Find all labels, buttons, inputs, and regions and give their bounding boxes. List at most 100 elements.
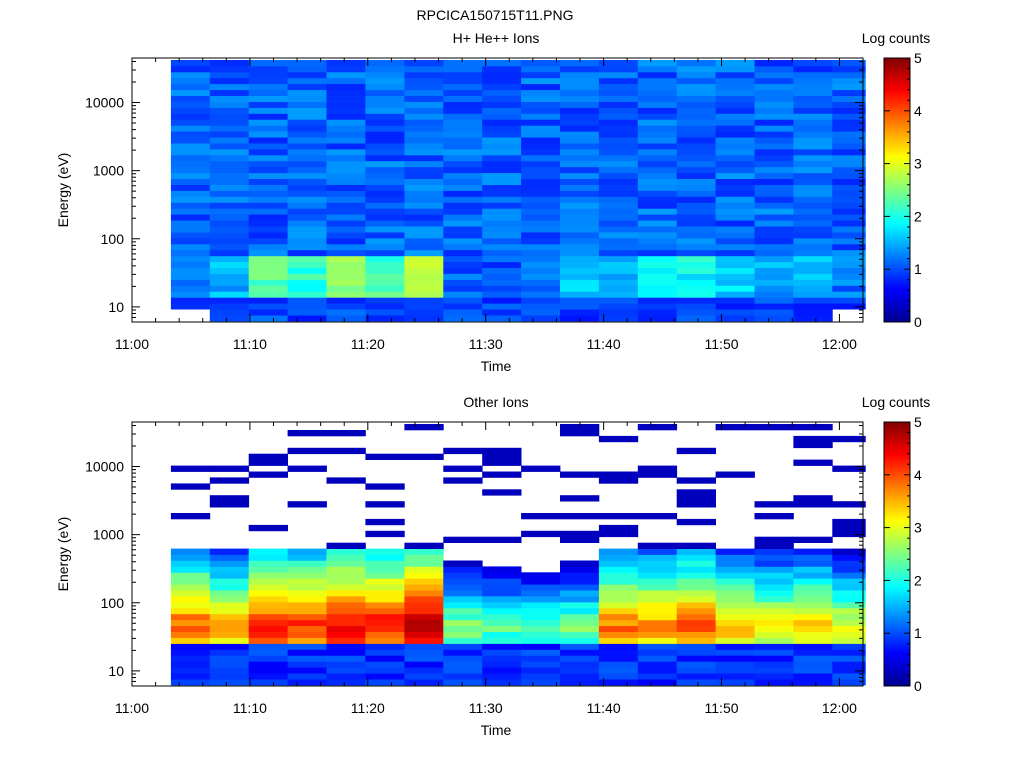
heatmap-cell <box>482 297 522 304</box>
heatmap-cell <box>832 273 866 280</box>
heatmap-cell <box>482 95 522 102</box>
heatmap-cell <box>443 655 483 662</box>
heatmap-cell <box>365 208 405 215</box>
heatmap-cell <box>482 453 522 460</box>
heatmap-cell <box>598 255 639 263</box>
heatmap-cell <box>754 590 794 597</box>
heatmap-cell <box>287 315 327 322</box>
heatmap-cell <box>287 291 327 298</box>
heatmap-cell <box>521 101 561 108</box>
heatmap-cell <box>170 66 211 73</box>
heatmap-cell <box>637 637 678 644</box>
heatmap-cell <box>715 107 755 114</box>
heatmap-cell <box>832 578 866 585</box>
heatmap-cell <box>715 137 755 144</box>
heatmap-cell <box>287 202 327 209</box>
heatmap-cell <box>754 673 794 680</box>
heatmap-cell <box>560 238 600 245</box>
heatmap-cell <box>482 285 522 292</box>
heatmap-cell <box>637 119 678 126</box>
heatmap-cell <box>326 196 366 203</box>
panel-h-he-ions: H+ He++ Ions Log counts Time Energy (eV)… <box>55 30 930 374</box>
heatmap-cell <box>560 232 600 239</box>
heatmap-cell <box>598 667 639 674</box>
heatmap-cell <box>637 149 678 156</box>
heatmap-cell <box>326 202 366 209</box>
heatmap-cell <box>793 613 833 621</box>
heatmap-cell <box>209 178 250 185</box>
heatmap-cell <box>248 89 288 96</box>
heatmap-cell <box>560 125 600 132</box>
heatmap-cell <box>443 119 483 126</box>
heatmap-cell <box>637 255 678 263</box>
heatmap-cell <box>482 261 522 268</box>
heatmap-cell <box>365 202 405 209</box>
heatmap-cell <box>715 548 755 555</box>
heatmap-cell <box>404 590 444 597</box>
heatmap-cell <box>248 190 288 197</box>
heatmap-cell <box>209 113 250 120</box>
heatmap-cell <box>560 619 600 627</box>
heatmap-cell <box>560 60 600 67</box>
heatmap-cell <box>832 596 866 603</box>
heatmap-cell <box>443 77 483 85</box>
heatmap-cell <box>676 113 716 120</box>
heatmap-cell <box>482 590 522 597</box>
heatmap-cell <box>560 267 600 274</box>
heatmap-cell <box>248 267 288 274</box>
heatmap-cell <box>832 297 866 304</box>
heatmap-cell <box>287 154 327 162</box>
heatmap-cell <box>482 208 522 215</box>
heatmap-cell <box>793 60 833 67</box>
heatmap-cell <box>365 77 405 85</box>
heatmap-cell <box>404 71 444 79</box>
heatmap-cell <box>482 661 522 668</box>
heatmap-cell <box>287 590 327 597</box>
heatmap-cell <box>209 83 250 91</box>
x-tick-label: 11:30 <box>469 336 503 352</box>
heatmap-cell <box>715 596 755 603</box>
heatmap-cell <box>754 190 794 197</box>
heatmap-cell <box>209 560 250 567</box>
heatmap-cell <box>560 637 600 644</box>
heatmap-cell <box>326 285 366 292</box>
heatmap-cell <box>404 667 444 674</box>
heatmap-cell <box>676 125 716 132</box>
heatmap-cell <box>365 243 405 251</box>
heatmap-cell <box>521 77 561 85</box>
heatmap-cell <box>326 220 366 227</box>
heatmap-cell <box>482 101 522 108</box>
heatmap-cell <box>365 661 405 668</box>
heatmap-cell <box>209 107 250 114</box>
heatmap-cell <box>209 297 250 304</box>
heatmap-cell <box>521 602 561 609</box>
heatmap-cell <box>676 566 716 573</box>
heatmap-cell <box>832 143 866 150</box>
heatmap-cell <box>521 655 561 662</box>
heatmap-cell <box>637 249 678 257</box>
heatmap-cell <box>793 131 833 138</box>
heatmap-cell <box>326 238 366 245</box>
heatmap-cell <box>365 613 405 621</box>
heatmap-cell <box>521 267 561 274</box>
heatmap-cell <box>326 166 366 174</box>
heatmap-cell <box>521 255 561 263</box>
heatmap-cell <box>715 166 755 174</box>
heatmap-cell <box>209 89 250 96</box>
heatmap-cell <box>832 625 866 632</box>
heatmap-cell <box>793 154 833 162</box>
heatmap-cell <box>598 220 639 227</box>
heatmap-cell <box>832 673 866 680</box>
x-tick-label: 11:30 <box>469 700 503 716</box>
heatmap-cell <box>170 619 211 627</box>
heatmap-cell <box>170 291 211 298</box>
heatmap-cell <box>248 471 288 478</box>
heatmap-cell <box>598 113 639 120</box>
heatmap-cell <box>637 196 678 203</box>
heatmap-cell <box>560 149 600 156</box>
heatmap-cell <box>248 249 288 257</box>
heatmap-cell <box>598 631 639 638</box>
heatmap-cell <box>365 184 405 191</box>
heatmap-cell <box>482 673 522 680</box>
heatmap-cell <box>521 661 561 668</box>
